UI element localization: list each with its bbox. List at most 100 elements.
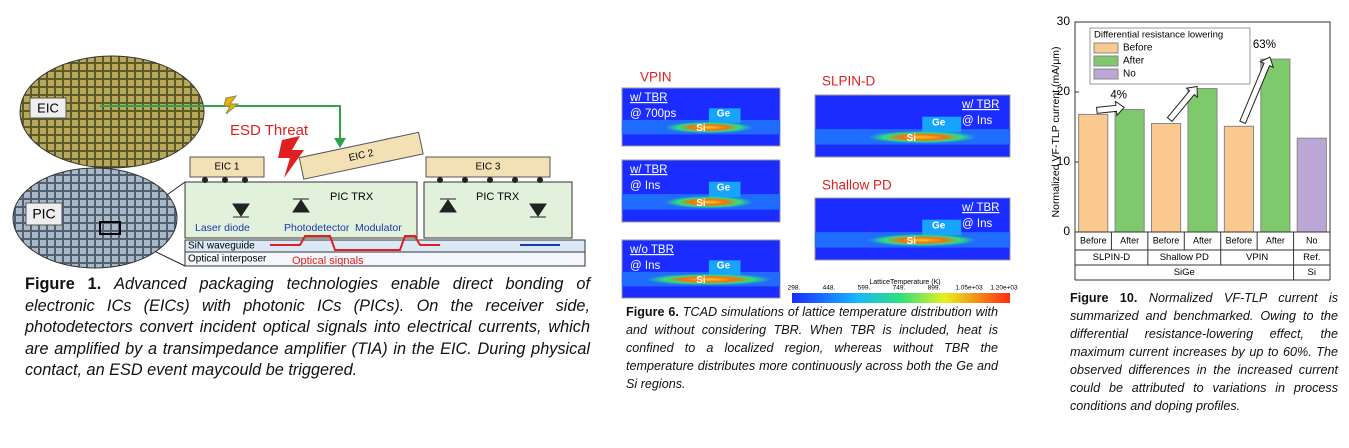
legend-label: Before: [1123, 43, 1153, 54]
figure-1-caption: Figure 1. Advanced packaging technologie…: [25, 274, 590, 382]
diodes: [232, 198, 547, 218]
legend-swatch: [1093, 55, 1119, 67]
device-label: Modulator: [355, 222, 402, 234]
caption-text: TCAD simulations of lattice temperature …: [626, 305, 999, 391]
legend-label: After: [1123, 56, 1145, 67]
heatmap: [814, 197, 1011, 261]
chip-label: EIC 2: [348, 148, 375, 164]
trx-label: PIC TRX: [476, 191, 520, 203]
x-tick-label: Before: [1153, 235, 1180, 245]
bar: [1223, 125, 1255, 233]
bar: [1078, 113, 1109, 233]
figure-1-illustration: EIC PIC ESD Threat EIC 1 EIC 2 EIC 3 PIC…: [12, 55, 586, 269]
x-tick-label: After: [1193, 235, 1212, 245]
panel-condition: w/ TBR: [629, 92, 668, 104]
caption-label: Figure 10.: [1070, 291, 1138, 305]
colorbar-tick: 448.: [823, 285, 836, 292]
ge-region: [922, 116, 962, 133]
ge-region: [708, 181, 741, 198]
arrow-shape: [1166, 85, 1198, 123]
wafer-label: PIC: [32, 206, 55, 222]
bar: [1187, 88, 1218, 233]
caption-label: Figure 1.: [25, 275, 102, 293]
heatmap: [621, 239, 781, 299]
panel-time: @ 700ps: [630, 108, 676, 120]
x-tick-label: Before: [1226, 235, 1253, 245]
material-label: Ge: [717, 261, 731, 272]
wafer-label: EIC: [37, 100, 59, 115]
hot-spot: [664, 195, 754, 209]
panel-condition: w/o TBR: [629, 244, 674, 256]
x-tick-label: After: [1266, 235, 1285, 245]
bolt: [278, 136, 304, 178]
label-box: [25, 202, 63, 226]
panel-title: Shallow PD: [822, 178, 892, 193]
panel-condition: w/ TBR: [629, 164, 668, 176]
figure-6-panels: w/ TBR @ 700ps Ge Si VPIN w/ TBR @ Ins Ge Si w/o …: [621, 70, 1018, 303]
material-label: Si: [696, 275, 706, 286]
caption-label: Figure 6.: [626, 305, 679, 319]
panel-title: SLPIN-D: [822, 74, 876, 89]
x-tick-label: No: [1306, 235, 1318, 245]
threat-label: ESD Threat: [230, 122, 309, 139]
bar: [1296, 137, 1327, 233]
arrow: [1166, 85, 1198, 123]
eic-wafer: [19, 55, 205, 169]
panel-time: @ Ins: [630, 180, 660, 192]
hot-spot: [867, 233, 977, 247]
annotation: 4%: [1110, 90, 1127, 102]
group-label: SLPIN-D: [1093, 252, 1131, 263]
y-tick-label: 20: [1057, 84, 1071, 98]
material-label: Ge: [932, 118, 946, 129]
material-label: Ge: [717, 183, 731, 194]
bar: [1260, 58, 1291, 233]
panel-title: VPIN: [640, 70, 672, 85]
figure-10-caption: Figure 10. Normalized VF-TLP current is …: [1070, 289, 1338, 415]
caption-text: Normalized VF-TLP current is summarized …: [1070, 291, 1338, 413]
colorbar-tick: 599.: [858, 285, 871, 292]
panel-time: @ Ins: [962, 115, 992, 127]
arrow: [1095, 100, 1125, 117]
arrow-head: [334, 138, 346, 148]
panel-time: @ Ins: [962, 218, 992, 230]
group-label: Shallow PD: [1160, 252, 1209, 263]
eic-chip: [189, 156, 265, 178]
device-label: Photodetector: [284, 222, 350, 234]
label-box: [29, 97, 67, 119]
colorbar-tick: 749.: [893, 285, 906, 292]
colorbar-tick: 298.: [788, 285, 801, 292]
figure-6-caption: Figure 6. TCAD simulations of lattice te…: [626, 303, 998, 393]
material-label: Si: [907, 236, 917, 247]
arrow-shape: [1095, 100, 1125, 117]
material-label: Si: [696, 198, 706, 209]
legend-swatch: [1093, 42, 1119, 54]
layer-label: Optical interposer: [188, 254, 267, 265]
bumps: [202, 177, 543, 183]
bar: [1151, 123, 1182, 233]
ge-region: [708, 108, 741, 123]
figure-10-chart: 0 10 20 30 Normalized VF-TLP current (mA/μm)…: [1050, 14, 1331, 281]
device-label: Laser diode: [195, 222, 250, 234]
arrow-shape: [1239, 56, 1275, 125]
x-tick-label: After: [1120, 235, 1139, 245]
colorbar-tick: 1.20e+03: [990, 285, 1018, 292]
trx-label: PIC TRX: [330, 191, 374, 203]
panel-time: @ Ins: [630, 260, 660, 272]
y-axis-label: Normalized VF-TLP current (mA/μm): [1050, 47, 1062, 218]
arrow: [100, 105, 341, 140]
ge-region: [922, 219, 962, 236]
panel-condition: w/ TBR: [961, 202, 1000, 214]
y-tick-label: 30: [1057, 14, 1071, 28]
annotation: 63%: [1253, 39, 1276, 51]
group-label: Si: [1308, 267, 1316, 278]
layer-label: SiN waveguide: [188, 241, 255, 252]
optical-path: [270, 235, 440, 251]
legend-label: No: [1123, 69, 1136, 80]
y-tick-label: 10: [1057, 154, 1071, 168]
pic-wafer: [12, 167, 178, 269]
chip-label: EIC 3: [475, 162, 500, 173]
heatmap: [814, 94, 1011, 158]
x-tick-label: Before: [1080, 235, 1107, 245]
bolt: [223, 95, 240, 115]
